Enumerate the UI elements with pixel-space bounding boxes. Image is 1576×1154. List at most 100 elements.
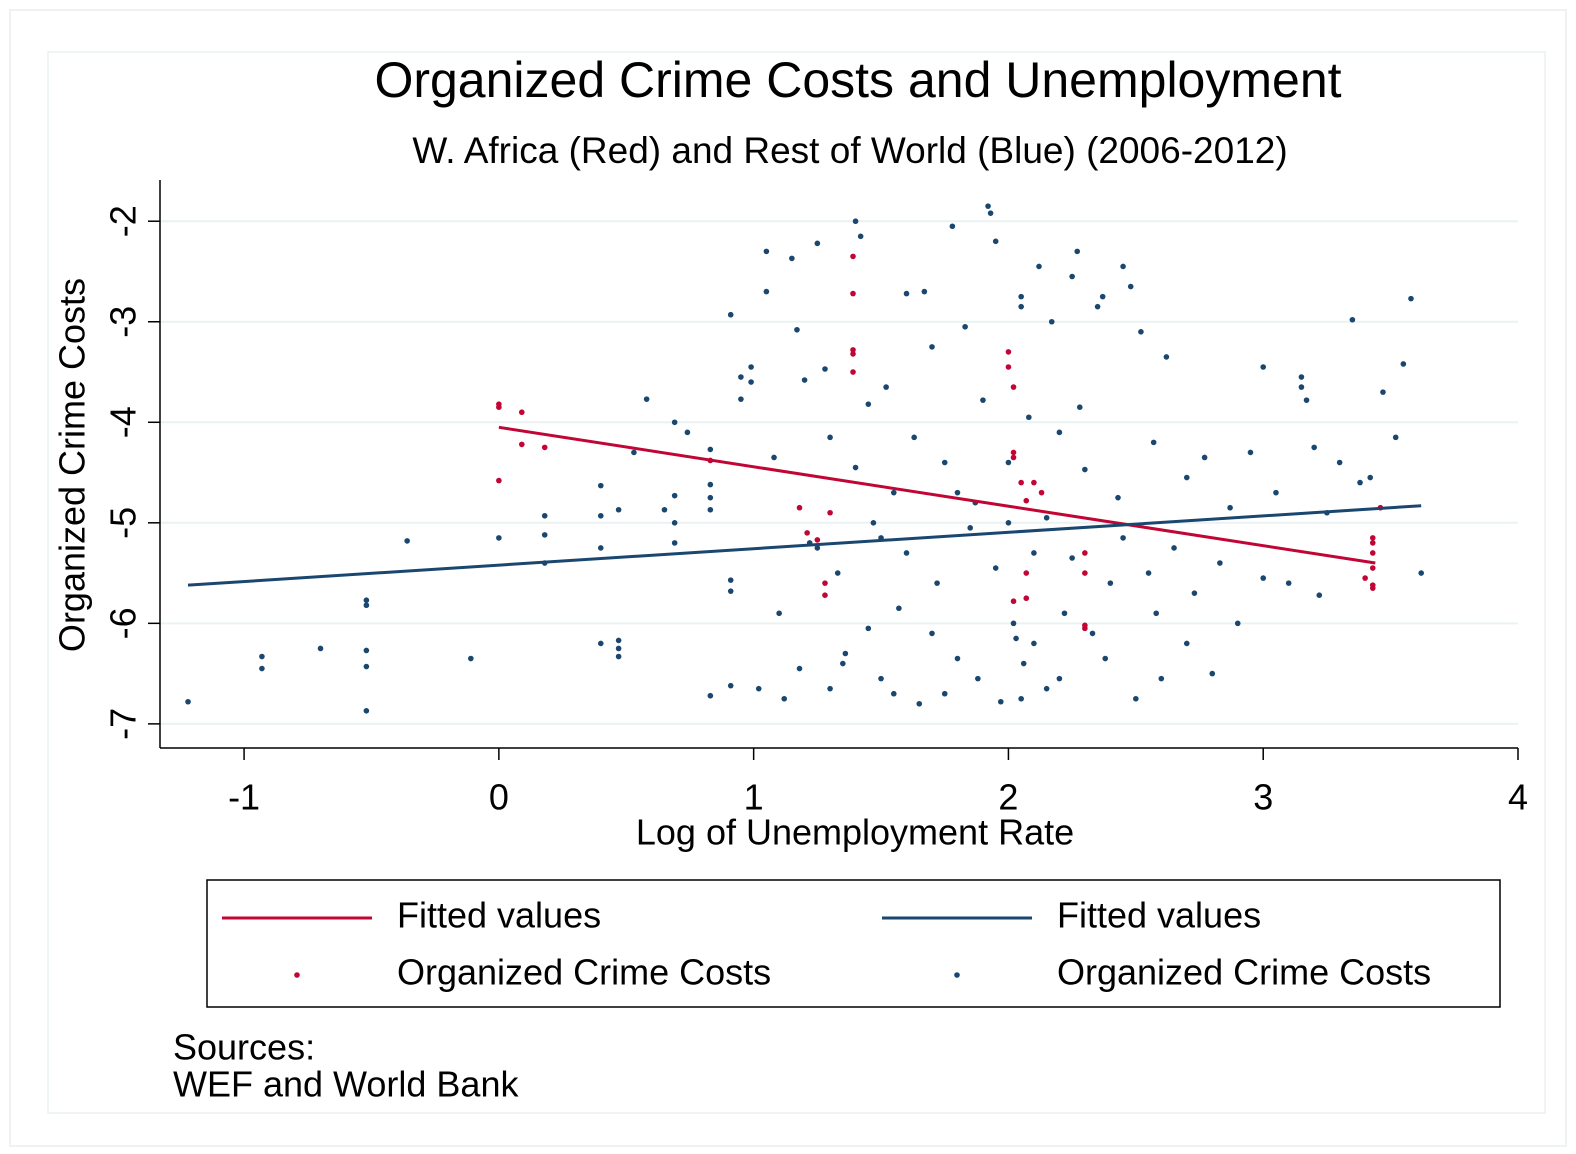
legend: Fitted values Fitted values Organized Crim… bbox=[222, 895, 1431, 993]
scatter-point bbox=[1018, 695, 1024, 702]
scatter-point bbox=[1191, 590, 1198, 596]
scatter-point bbox=[796, 504, 803, 511]
scatter-point bbox=[929, 344, 935, 350]
scatter-point bbox=[1316, 592, 1323, 598]
scatter-point bbox=[1018, 479, 1024, 486]
scatter-point bbox=[794, 326, 800, 333]
scatter-point bbox=[1115, 494, 1121, 501]
scatter-point bbox=[684, 429, 691, 436]
fit-line bbox=[498, 425, 1376, 565]
scatter-point bbox=[903, 550, 910, 556]
scatter-point bbox=[850, 351, 856, 357]
y-tick-label: -7 bbox=[103, 708, 144, 740]
scatter-point bbox=[992, 238, 999, 245]
scatter-point bbox=[404, 538, 410, 544]
x-tick-label: 4 bbox=[1508, 777, 1528, 818]
scatter-point bbox=[615, 653, 622, 660]
scatter-point bbox=[1102, 655, 1109, 662]
scatter-point bbox=[597, 512, 604, 519]
scatter-point bbox=[763, 248, 770, 255]
scatter-point bbox=[615, 506, 622, 513]
scatter-point bbox=[1303, 397, 1310, 403]
scatter-point bbox=[781, 695, 788, 702]
y-tick-label: -2 bbox=[103, 205, 144, 237]
y-tick-label: -6 bbox=[103, 607, 144, 639]
scatter-point bbox=[1031, 479, 1037, 486]
scatter-point bbox=[827, 434, 833, 441]
scatter-point bbox=[763, 288, 770, 295]
scatter-point bbox=[671, 520, 678, 526]
x-tick-label: 3 bbox=[1253, 777, 1273, 818]
scatter-point bbox=[631, 449, 637, 456]
scatter-point bbox=[1369, 565, 1376, 571]
scatter-point bbox=[1311, 444, 1317, 451]
scatter-point bbox=[852, 464, 859, 471]
scatter-point bbox=[1369, 550, 1376, 556]
scatter-point bbox=[1010, 449, 1017, 456]
scatter-point bbox=[827, 685, 833, 692]
scatter-point bbox=[1082, 570, 1088, 576]
scatter-point bbox=[949, 223, 956, 230]
scatter-point bbox=[1418, 570, 1424, 576]
scatter-point bbox=[1107, 580, 1114, 586]
source-note: Sources: bbox=[173, 1027, 315, 1068]
scatter-point bbox=[896, 605, 902, 612]
scatter-point bbox=[822, 366, 828, 372]
scatter-point bbox=[850, 347, 856, 353]
scatter-point bbox=[597, 640, 604, 647]
x-tick-label: 1 bbox=[744, 777, 764, 818]
scatter-point bbox=[1298, 384, 1305, 390]
scatter-point bbox=[615, 645, 622, 652]
scatter-point bbox=[814, 545, 821, 551]
scatter-point bbox=[468, 655, 474, 662]
scatter-point bbox=[1369, 535, 1376, 541]
scatter-point bbox=[1120, 263, 1126, 270]
scatter-point bbox=[801, 377, 808, 383]
scatter-point bbox=[671, 492, 678, 499]
scatter-point bbox=[1217, 560, 1223, 566]
scatter-point bbox=[1285, 580, 1292, 586]
scatter-point bbox=[941, 459, 948, 466]
scatter-point bbox=[496, 404, 502, 411]
scatter-point bbox=[1005, 349, 1012, 355]
scatter-point bbox=[1038, 489, 1045, 496]
scatter-point bbox=[827, 509, 833, 516]
legend-label: Fitted values bbox=[1057, 895, 1261, 936]
source-note: WEF and World Bank bbox=[173, 1064, 519, 1105]
scatter-point bbox=[185, 698, 191, 705]
scatter-point bbox=[643, 396, 650, 402]
scatter-point bbox=[727, 588, 734, 594]
scatter-point bbox=[1082, 466, 1088, 473]
scatter-point bbox=[804, 530, 810, 536]
scatter-point bbox=[738, 374, 744, 380]
scatter-point bbox=[1048, 318, 1055, 325]
scatter-point bbox=[363, 602, 370, 609]
scatter-point bbox=[707, 692, 714, 699]
scatter-point bbox=[1138, 329, 1144, 335]
scatter-point bbox=[1031, 640, 1037, 647]
legend-marker bbox=[954, 972, 960, 978]
legend-marker bbox=[294, 972, 300, 978]
scatter-point bbox=[796, 665, 803, 672]
scatter-point bbox=[840, 660, 846, 667]
scatter-point bbox=[1367, 474, 1374, 481]
scatter-point bbox=[954, 655, 961, 662]
scatter-point bbox=[1005, 520, 1012, 526]
scatter-point bbox=[1043, 514, 1050, 521]
scatter-point bbox=[992, 565, 999, 571]
scatter-point bbox=[1013, 635, 1019, 642]
scatter-point bbox=[1010, 598, 1017, 605]
scatter-point bbox=[671, 419, 678, 426]
scatter-point bbox=[597, 545, 604, 551]
scatter-point bbox=[1362, 575, 1368, 581]
scatter-point bbox=[1082, 550, 1088, 556]
scatter-point bbox=[1010, 620, 1017, 627]
scatter-point bbox=[911, 434, 917, 441]
scatter-point bbox=[1020, 660, 1027, 667]
x-tick-label: 0 bbox=[489, 777, 509, 818]
y-tick-label: -5 bbox=[103, 507, 144, 539]
scatter-point bbox=[997, 698, 1004, 705]
scatter-point bbox=[541, 444, 548, 451]
scatter-point bbox=[661, 506, 668, 513]
scatter-point bbox=[1260, 364, 1267, 370]
